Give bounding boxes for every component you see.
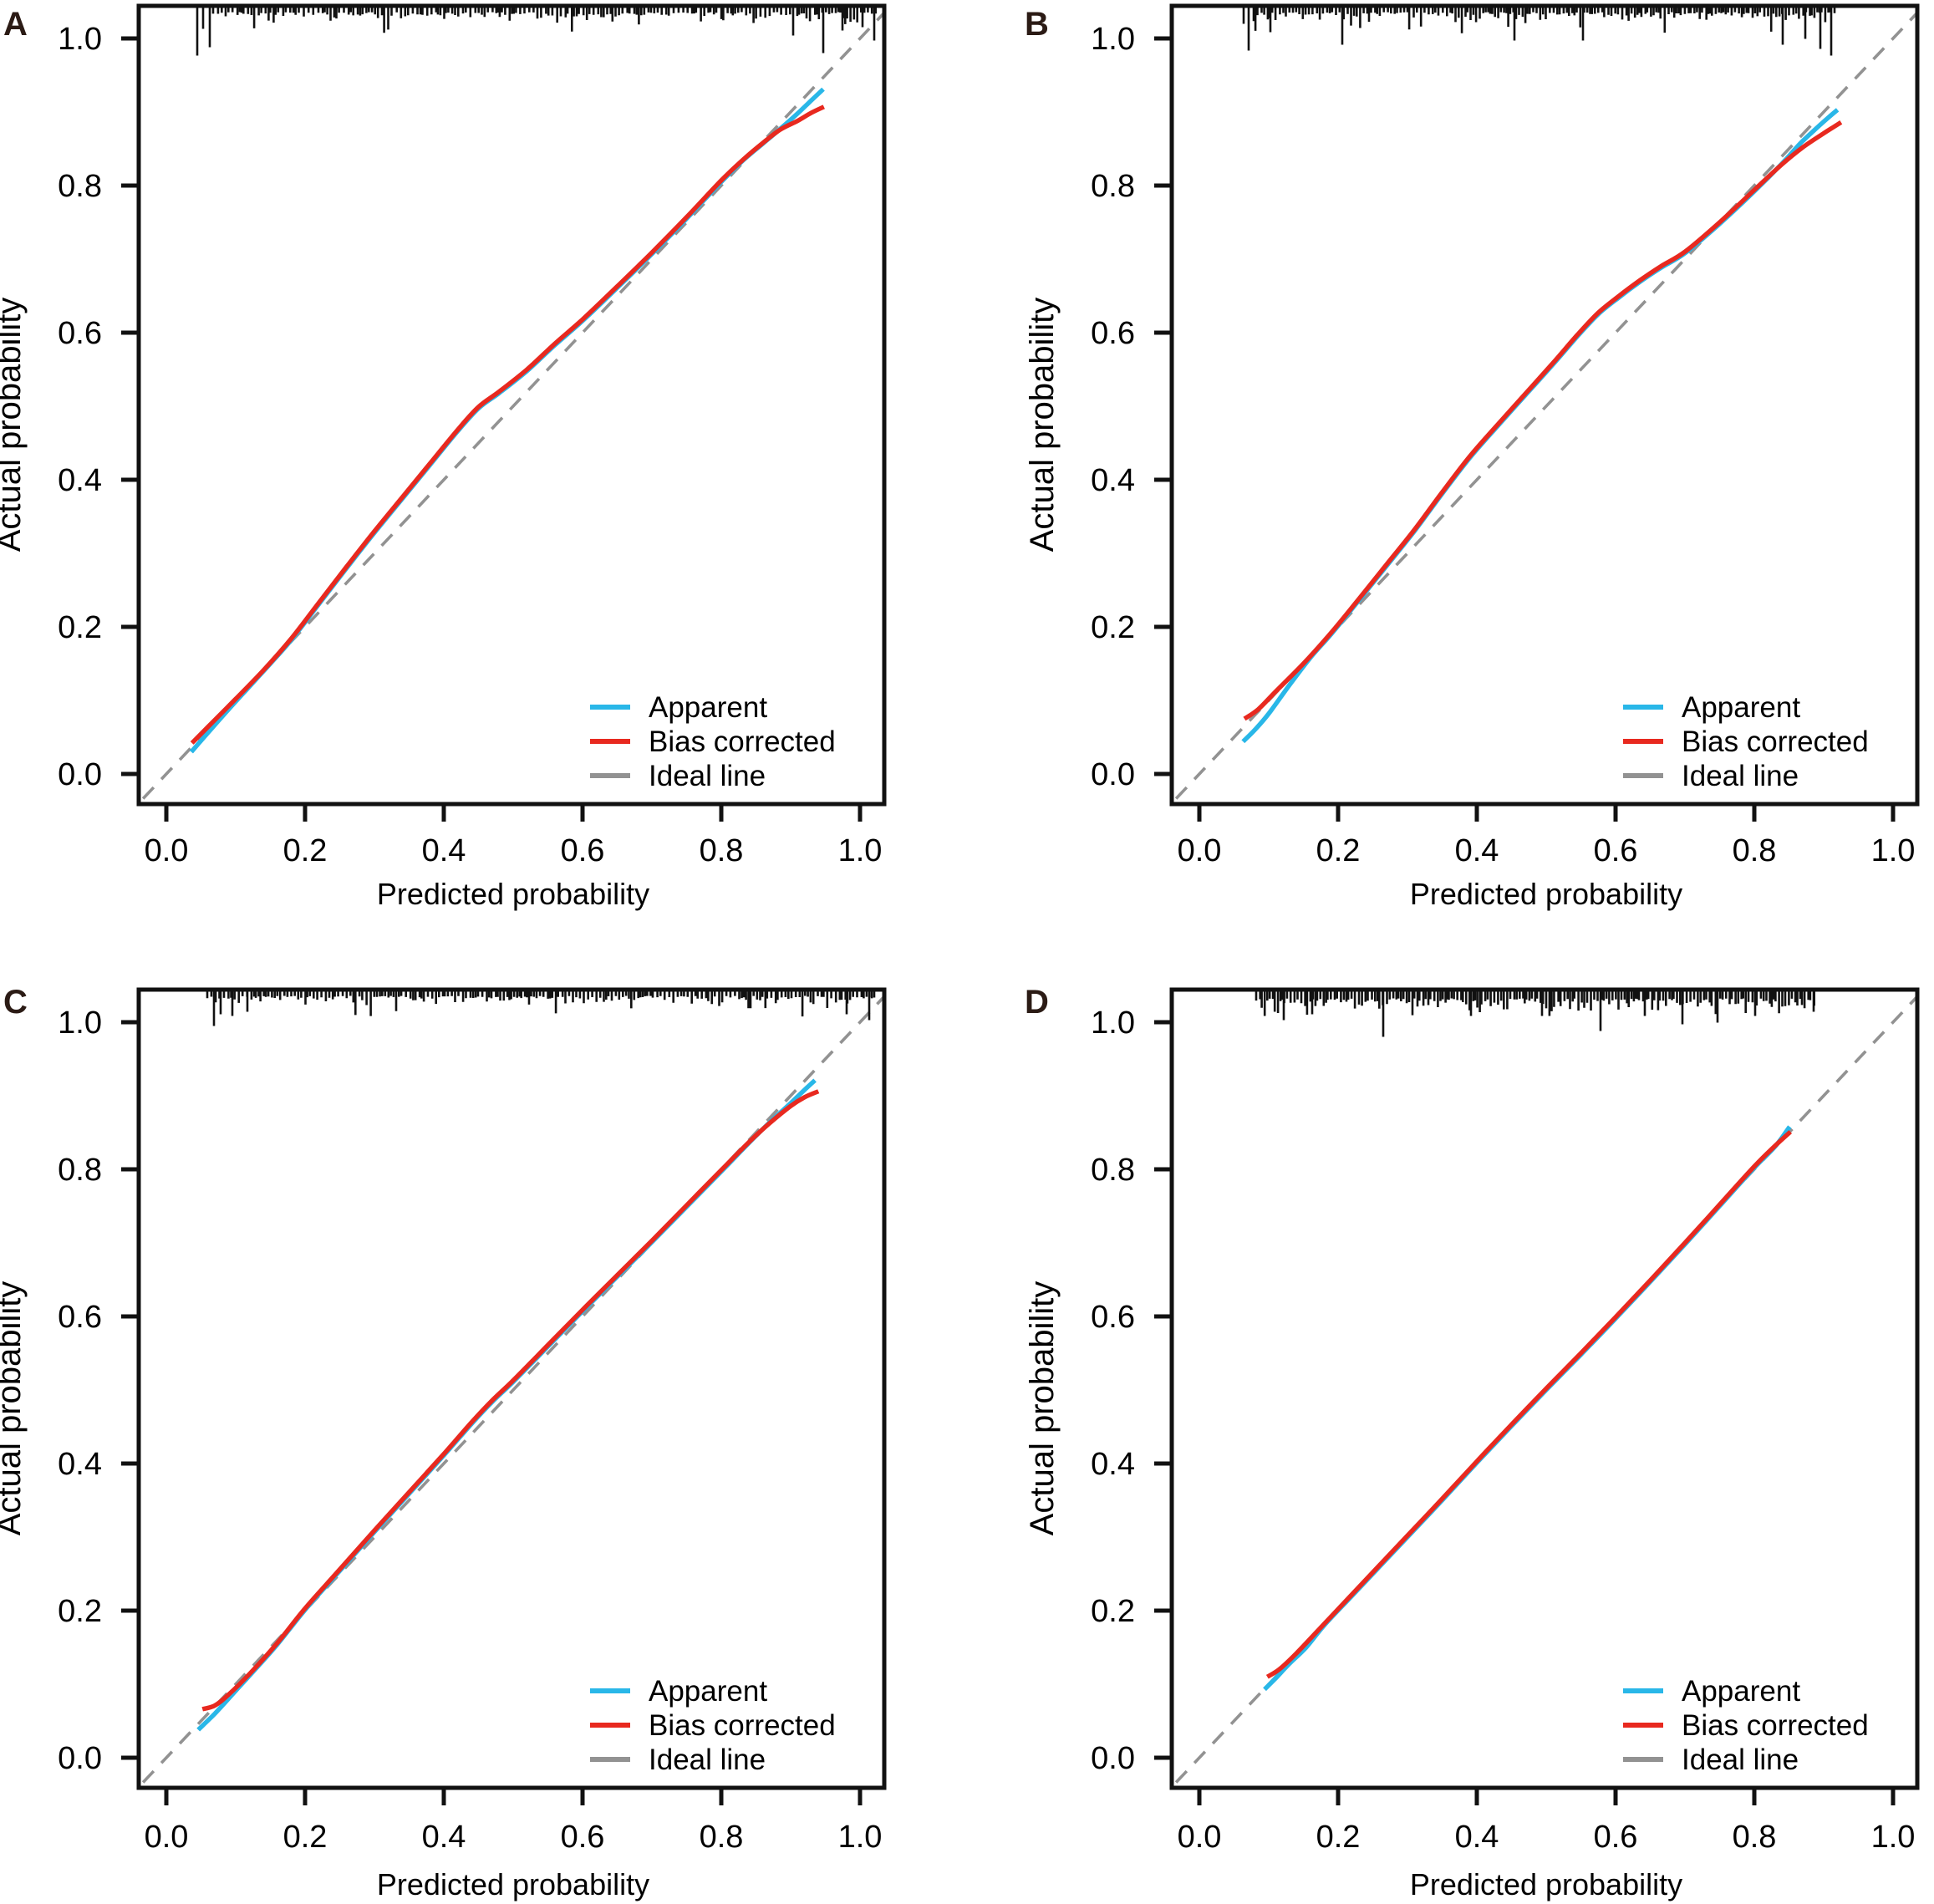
svg-text:Apparent: Apparent bbox=[1682, 691, 1800, 724]
svg-text:Ideal line: Ideal line bbox=[1682, 1744, 1799, 1776]
svg-text:1.0: 1.0 bbox=[58, 1005, 102, 1041]
svg-text:0.6: 0.6 bbox=[1594, 833, 1638, 868]
svg-text:Predicted probability: Predicted probability bbox=[377, 1867, 649, 1901]
svg-text:0.0: 0.0 bbox=[1178, 1820, 1222, 1855]
svg-text:0.8: 0.8 bbox=[1091, 1153, 1135, 1188]
svg-text:D: D bbox=[1025, 984, 1049, 1021]
svg-text:Ideal line: Ideal line bbox=[649, 1744, 766, 1776]
svg-text:0.6: 0.6 bbox=[561, 1820, 605, 1855]
svg-text:C: C bbox=[3, 984, 28, 1021]
svg-text:1.0: 1.0 bbox=[838, 833, 883, 868]
svg-text:0.0: 0.0 bbox=[1091, 1741, 1135, 1776]
svg-text:Apparent: Apparent bbox=[1682, 1675, 1800, 1708]
svg-text:0.4: 0.4 bbox=[58, 463, 102, 498]
svg-text:Predicted probability: Predicted probability bbox=[377, 877, 649, 911]
svg-text:Ideal line: Ideal line bbox=[1682, 760, 1799, 792]
svg-text:0.0: 0.0 bbox=[1178, 833, 1222, 868]
svg-text:0.2: 0.2 bbox=[1316, 833, 1361, 868]
svg-text:Actual probability: Actual probability bbox=[0, 1281, 28, 1536]
svg-text:0.0: 0.0 bbox=[145, 833, 189, 868]
svg-text:0.4: 0.4 bbox=[1091, 1447, 1135, 1482]
svg-text:0.4: 0.4 bbox=[58, 1447, 102, 1482]
svg-text:0.8: 0.8 bbox=[1733, 1820, 1777, 1855]
svg-text:Ideal line: Ideal line bbox=[649, 760, 766, 792]
svg-text:0.6: 0.6 bbox=[1594, 1820, 1638, 1855]
svg-text:Apparent: Apparent bbox=[649, 691, 767, 724]
svg-text:0.6: 0.6 bbox=[1091, 316, 1135, 351]
svg-text:0.8: 0.8 bbox=[58, 1153, 102, 1188]
svg-text:Bias corrected: Bias corrected bbox=[1682, 725, 1869, 758]
svg-text:0.4: 0.4 bbox=[422, 833, 466, 868]
svg-text:1.0: 1.0 bbox=[838, 1820, 883, 1855]
svg-text:Bias corrected: Bias corrected bbox=[649, 725, 836, 758]
svg-text:Bias corrected: Bias corrected bbox=[1682, 1709, 1869, 1742]
svg-text:1.0: 1.0 bbox=[1871, 1820, 1916, 1855]
svg-text:0.2: 0.2 bbox=[1316, 1820, 1361, 1855]
svg-text:0.2: 0.2 bbox=[58, 1594, 102, 1629]
svg-text:0.0: 0.0 bbox=[145, 1820, 189, 1855]
svg-text:0.4: 0.4 bbox=[1455, 833, 1499, 868]
svg-text:0.6: 0.6 bbox=[58, 316, 102, 351]
svg-text:0.6: 0.6 bbox=[58, 1300, 102, 1335]
svg-text:Actual probability: Actual probability bbox=[1024, 298, 1061, 552]
svg-text:0.2: 0.2 bbox=[283, 833, 328, 868]
svg-text:0.2: 0.2 bbox=[58, 610, 102, 645]
svg-text:Bias corrected: Bias corrected bbox=[649, 1709, 836, 1742]
svg-text:A: A bbox=[3, 6, 28, 43]
svg-text:0.6: 0.6 bbox=[1091, 1300, 1135, 1335]
svg-text:0.4: 0.4 bbox=[1455, 1820, 1499, 1855]
svg-text:Predicted probability: Predicted probability bbox=[1410, 1867, 1682, 1901]
svg-text:0.8: 0.8 bbox=[1091, 169, 1135, 204]
svg-text:0.0: 0.0 bbox=[1091, 757, 1135, 792]
svg-text:0.2: 0.2 bbox=[1091, 610, 1135, 645]
svg-text:1.0: 1.0 bbox=[1091, 1005, 1135, 1041]
svg-text:1.0: 1.0 bbox=[58, 22, 102, 57]
svg-text:0.0: 0.0 bbox=[58, 757, 102, 792]
svg-text:0.2: 0.2 bbox=[1091, 1594, 1135, 1629]
svg-text:1.0: 1.0 bbox=[1871, 833, 1916, 868]
svg-text:0.4: 0.4 bbox=[422, 1820, 466, 1855]
svg-text:0.8: 0.8 bbox=[700, 1820, 744, 1855]
svg-text:Actual probability: Actual probability bbox=[1024, 1281, 1061, 1536]
svg-text:0.4: 0.4 bbox=[1091, 463, 1135, 498]
svg-text:0.8: 0.8 bbox=[1733, 833, 1777, 868]
svg-text:B: B bbox=[1025, 6, 1049, 43]
svg-text:Predicted probability: Predicted probability bbox=[1410, 877, 1682, 911]
svg-text:0.6: 0.6 bbox=[561, 833, 605, 868]
svg-text:0.0: 0.0 bbox=[58, 1741, 102, 1776]
svg-text:Apparent: Apparent bbox=[649, 1675, 767, 1708]
svg-text:0.2: 0.2 bbox=[283, 1820, 328, 1855]
svg-text:0.8: 0.8 bbox=[58, 169, 102, 204]
svg-text:Actual probability: Actual probability bbox=[0, 298, 28, 552]
svg-text:0.8: 0.8 bbox=[700, 833, 744, 868]
svg-text:1.0: 1.0 bbox=[1091, 22, 1135, 57]
